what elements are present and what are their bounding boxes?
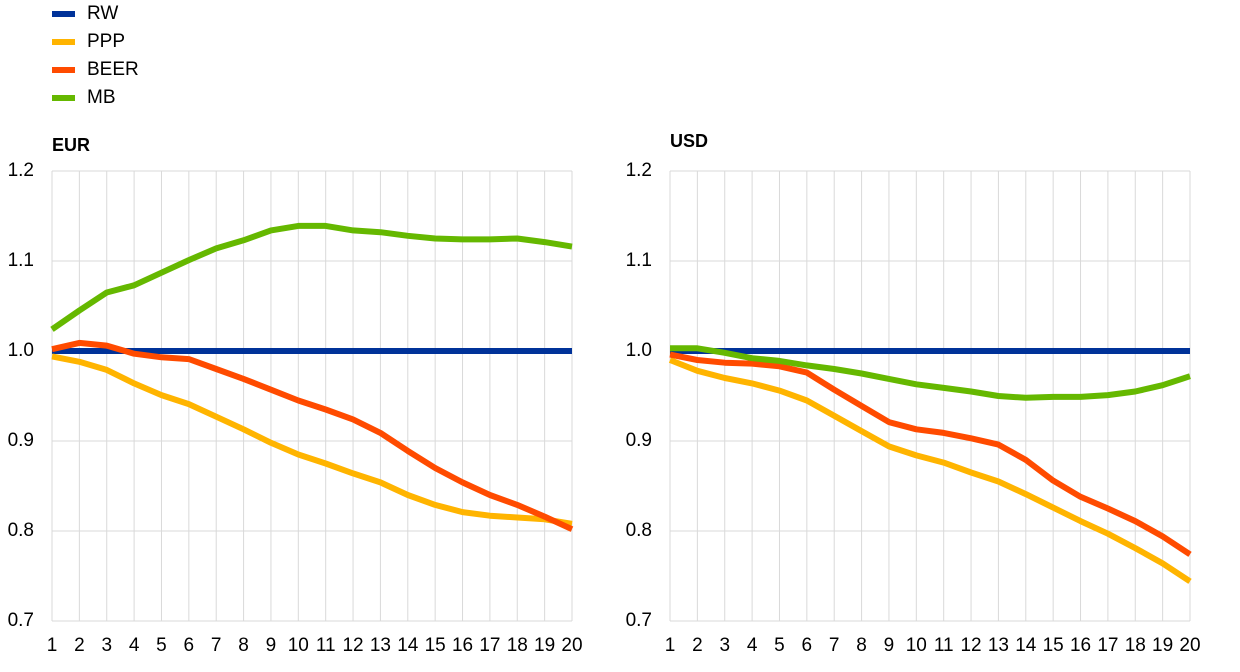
y-tick-label: 1.1 bbox=[8, 250, 34, 271]
x-tick-label: 5 bbox=[156, 635, 167, 656]
x-tick-label: 16 bbox=[452, 635, 473, 656]
x-tick-label: 10 bbox=[906, 635, 927, 656]
chart-title: EUR bbox=[52, 135, 90, 155]
x-tick-label: 2 bbox=[74, 635, 85, 656]
x-tick-label: 15 bbox=[1043, 635, 1064, 656]
x-tick-label: 3 bbox=[101, 635, 112, 656]
x-tick-label: 7 bbox=[211, 635, 222, 656]
y-tick-label: 1.0 bbox=[8, 340, 34, 361]
chart-title: USD bbox=[670, 131, 708, 151]
y-tick-label: 0.8 bbox=[8, 520, 34, 541]
x-tick-label: 4 bbox=[129, 635, 140, 656]
x-tick-label: 12 bbox=[960, 635, 981, 656]
y-tick-label: 0.8 bbox=[626, 520, 652, 541]
x-tick-label: 12 bbox=[342, 635, 363, 656]
x-tick-label: 3 bbox=[719, 635, 730, 656]
x-tick-label: 11 bbox=[934, 635, 954, 656]
x-tick-label: 6 bbox=[802, 635, 813, 656]
legend-label: PPP bbox=[87, 31, 125, 52]
x-tick-label: 8 bbox=[238, 635, 249, 656]
x-tick-label: 14 bbox=[397, 635, 419, 656]
x-tick-label: 20 bbox=[561, 635, 582, 656]
x-tick-label: 18 bbox=[1125, 635, 1146, 656]
x-tick-label: 13 bbox=[370, 635, 391, 656]
y-tick-label: 0.9 bbox=[8, 430, 34, 451]
x-tick-label: 1 bbox=[47, 635, 58, 656]
x-tick-label: 19 bbox=[1152, 635, 1173, 656]
x-tick-label: 10 bbox=[288, 635, 309, 656]
x-tick-label: 1 bbox=[665, 635, 676, 656]
y-tick-label: 1.2 bbox=[8, 160, 34, 181]
x-tick-label: 20 bbox=[1179, 635, 1200, 656]
x-tick-label: 14 bbox=[1015, 635, 1037, 656]
x-tick-label: 19 bbox=[534, 635, 555, 656]
x-tick-label: 17 bbox=[1097, 635, 1118, 656]
x-tick-label: 15 bbox=[425, 635, 446, 656]
legend-label: RW bbox=[87, 3, 118, 24]
x-tick-label: 9 bbox=[266, 635, 277, 656]
series-line bbox=[51, 339, 574, 532]
legend-label: MB bbox=[87, 87, 116, 108]
y-tick-label: 0.9 bbox=[626, 430, 652, 451]
x-tick-label: 11 bbox=[316, 635, 336, 656]
series-line bbox=[669, 351, 1192, 557]
x-tick-label: 16 bbox=[1070, 635, 1091, 656]
x-tick-label: 2 bbox=[692, 635, 703, 656]
series-line bbox=[51, 353, 573, 527]
x-tick-label: 7 bbox=[829, 635, 840, 656]
y-tick-label: 0.7 bbox=[8, 610, 34, 631]
y-tick-label: 0.7 bbox=[626, 610, 652, 631]
series-line bbox=[668, 357, 1192, 584]
y-tick-label: 1.0 bbox=[626, 340, 652, 361]
series-line bbox=[670, 345, 1191, 401]
x-tick-label: 8 bbox=[856, 635, 867, 656]
x-tick-label: 4 bbox=[747, 635, 758, 656]
series-line bbox=[50, 222, 573, 332]
legend-label: BEER bbox=[87, 59, 139, 80]
x-tick-label: 5 bbox=[774, 635, 785, 656]
x-tick-label: 18 bbox=[507, 635, 528, 656]
y-tick-label: 1.2 bbox=[626, 160, 652, 181]
y-tick-label: 1.1 bbox=[626, 250, 652, 271]
x-tick-label: 9 bbox=[884, 635, 895, 656]
x-tick-label: 6 bbox=[184, 635, 195, 656]
x-tick-label: 13 bbox=[988, 635, 1009, 656]
x-tick-label: 17 bbox=[479, 635, 500, 656]
